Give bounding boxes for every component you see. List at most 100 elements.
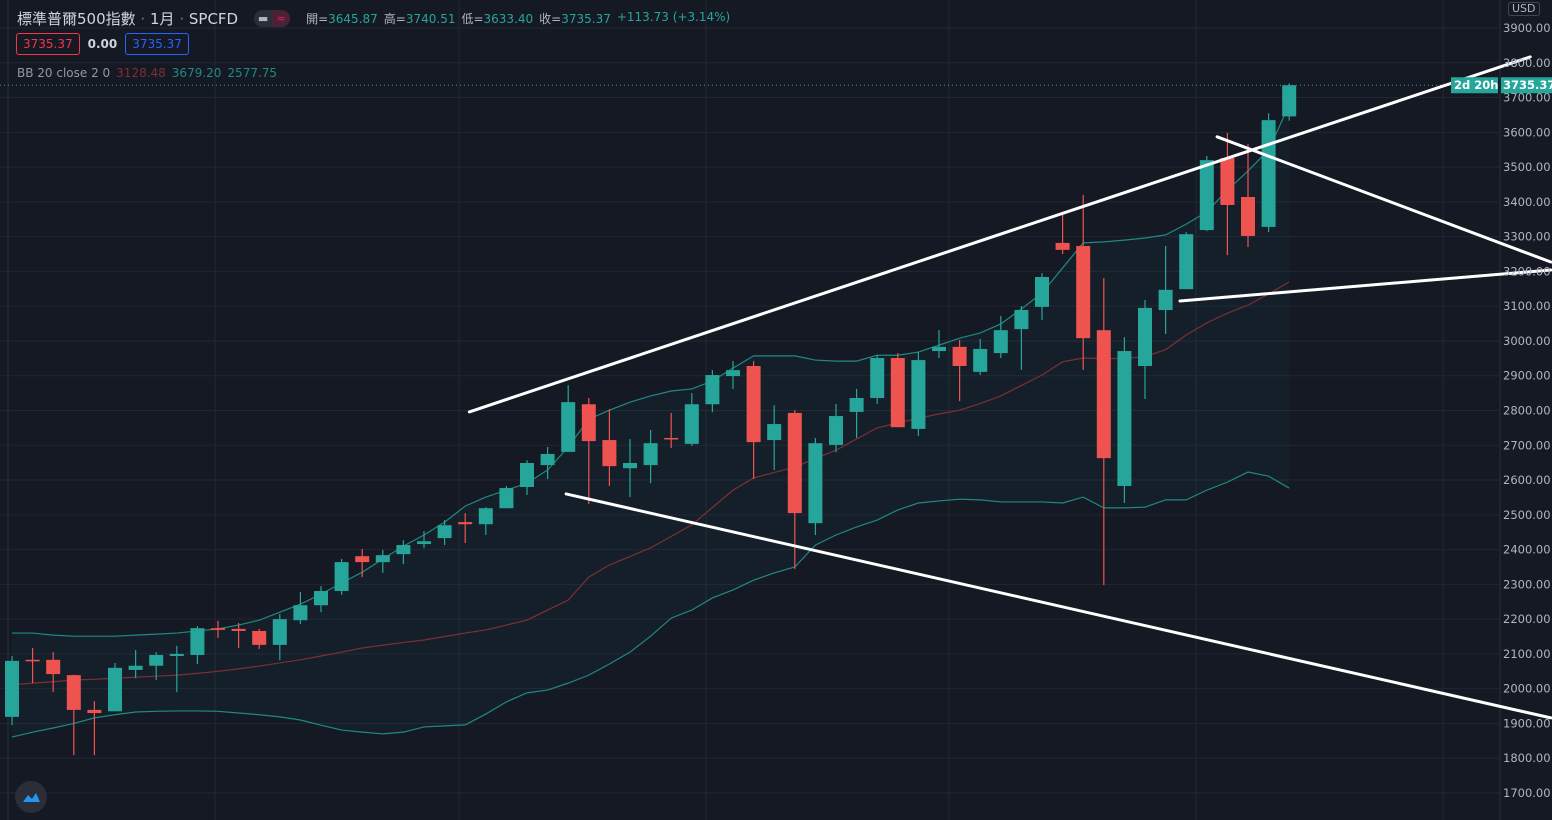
candle-body — [211, 628, 225, 630]
candle-body — [314, 590, 328, 606]
candle — [396, 540, 411, 565]
candle-body — [396, 545, 411, 555]
candle-body — [458, 522, 473, 525]
candle-body — [705, 375, 720, 405]
bb-basis-line — [11, 281, 1290, 686]
price-tick-label: 2800.00 — [1503, 404, 1551, 418]
candle — [66, 674, 81, 756]
candle — [1138, 299, 1152, 400]
candle-body — [25, 659, 40, 662]
candle-body — [1076, 246, 1091, 339]
price-tick-label: 3900.00 — [1503, 21, 1551, 35]
cloud-icon — [23, 793, 40, 802]
candle-body — [1158, 289, 1173, 311]
price-tick-label: 3700.00 — [1503, 91, 1551, 105]
trendline-lower-channel — [564, 492, 1552, 720]
candle — [25, 648, 40, 684]
candle — [1199, 155, 1214, 232]
candle — [561, 385, 576, 452]
candle — [746, 361, 761, 480]
legend-header: 標準普爾500指數 · 1月 · SPCFD ▬ ≈ 開=3645.87 高=37… — [17, 8, 730, 29]
sell-button[interactable]: 3735.37 — [16, 33, 80, 55]
price-tick-label: 3100.00 — [1503, 299, 1551, 313]
last-price-tag — [1501, 77, 1552, 94]
candle-body — [334, 562, 349, 591]
price-tick-label: 3300.00 — [1503, 230, 1551, 244]
candle-body — [46, 659, 61, 675]
price-tick-label: 3400.00 — [1503, 195, 1551, 209]
candle — [952, 339, 967, 402]
price-tick-label: 1800.00 — [1503, 751, 1551, 765]
candle — [1220, 133, 1235, 256]
candle-body — [808, 443, 823, 524]
candle-body — [829, 416, 843, 445]
candle-body — [231, 628, 246, 631]
candle-body — [952, 346, 967, 366]
candle — [458, 513, 473, 543]
candle — [993, 315, 1008, 358]
candle-body — [540, 453, 555, 466]
candle-body — [108, 667, 122, 712]
candle-body — [890, 357, 905, 428]
candle — [5, 656, 19, 726]
candle — [849, 388, 864, 438]
trendline-descending-line — [1215, 135, 1552, 264]
price-tick-label: 1900.00 — [1503, 716, 1551, 730]
candle — [890, 353, 905, 428]
candle-body — [1241, 196, 1255, 236]
bb-basis-value: 3128.48 — [116, 66, 166, 80]
trendline-upper-channel — [467, 55, 1532, 414]
candle — [684, 393, 699, 446]
candle — [87, 701, 102, 756]
candle — [169, 645, 184, 693]
candle-body — [190, 628, 205, 655]
candle — [1261, 113, 1276, 233]
candle — [602, 409, 617, 486]
price-tick-label: 2100.00 — [1503, 647, 1551, 661]
candle — [334, 558, 349, 595]
candle-body — [478, 508, 493, 525]
bb-lower-value: 2577.75 — [227, 66, 278, 80]
candle — [767, 405, 782, 470]
candle — [787, 410, 802, 570]
price-tick-label: 2600.00 — [1503, 473, 1551, 487]
candle-body — [169, 653, 184, 657]
bb-indicator-legend[interactable]: BB 20 close 2 0 3128.48 3679.20 2577.75 — [17, 66, 277, 80]
price-tick-label: 2900.00 — [1503, 369, 1551, 383]
candle — [932, 330, 946, 358]
candle — [478, 507, 493, 535]
candle — [1117, 337, 1132, 503]
exchange: SPCFD — [188, 10, 239, 28]
candle — [272, 613, 287, 661]
candle — [190, 626, 205, 664]
candle-body — [726, 370, 740, 377]
candle — [1055, 212, 1070, 255]
candle — [581, 397, 596, 505]
candle — [973, 338, 988, 376]
candle-body — [684, 404, 699, 444]
price-tick-label: 3500.00 — [1503, 160, 1551, 174]
change: +113.73 (+3.14%) — [616, 10, 731, 24]
candle-body — [664, 437, 679, 440]
candle — [870, 354, 885, 404]
price-tick-label: 3000.00 — [1503, 334, 1551, 348]
candle — [1158, 246, 1173, 335]
candle-body — [355, 556, 370, 563]
currency-label[interactable]: USD — [1508, 2, 1540, 16]
candle-body — [1179, 234, 1194, 290]
visibility-toggle[interactable]: ▬ ≈ — [254, 10, 291, 27]
tradingview-logo[interactable] — [15, 781, 47, 813]
price-tick-label: 1700.00 — [1503, 786, 1551, 800]
bb-upper-value: 3679.20 — [171, 66, 222, 80]
candle-body — [5, 660, 19, 717]
symbol-title[interactable]: 標準普爾500指數 · 1月 · SPCFD — [17, 10, 239, 28]
candle-body — [520, 463, 534, 488]
candle — [1179, 232, 1194, 290]
candle — [128, 650, 143, 679]
price-tick-label: 3200.00 — [1503, 264, 1551, 278]
trendline-support-line — [1178, 268, 1552, 303]
candle — [643, 429, 658, 484]
buy-button[interactable]: 3735.37 — [125, 33, 189, 55]
candle — [252, 628, 267, 650]
